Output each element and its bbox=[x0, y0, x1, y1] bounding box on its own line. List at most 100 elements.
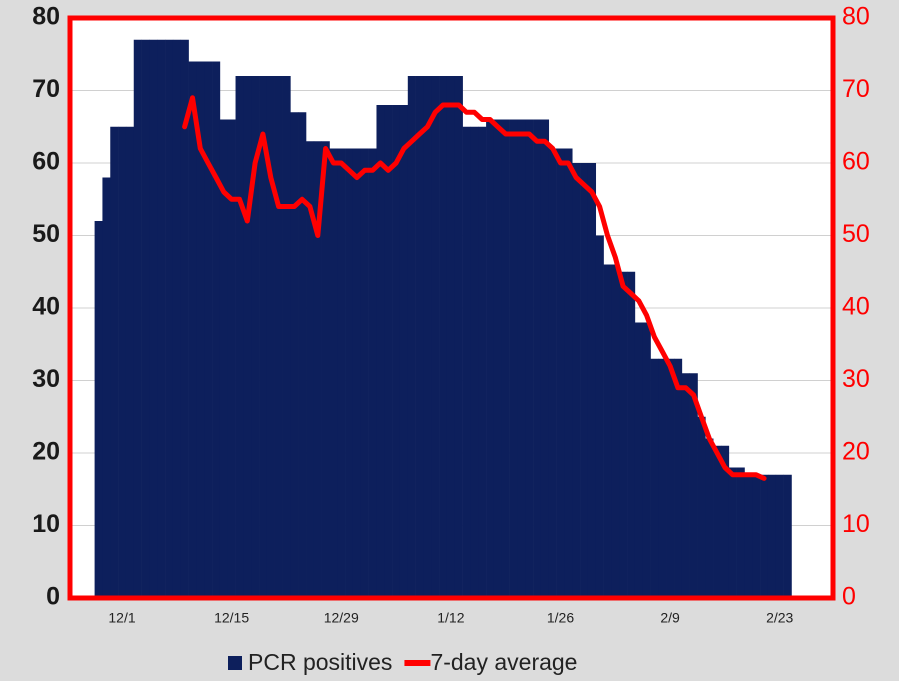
y-tick-label: 40 bbox=[32, 293, 60, 321]
bar bbox=[681, 373, 690, 598]
bar bbox=[243, 76, 252, 598]
bar bbox=[556, 148, 565, 598]
bar bbox=[352, 148, 362, 598]
bar bbox=[219, 119, 229, 598]
bar bbox=[392, 105, 401, 598]
bar bbox=[587, 163, 597, 598]
y-tick-label: 70 bbox=[32, 75, 60, 103]
bar bbox=[376, 105, 385, 598]
bar bbox=[525, 119, 534, 598]
bar bbox=[313, 141, 322, 598]
bar bbox=[196, 61, 205, 598]
legend-label: PCR positives bbox=[248, 649, 392, 675]
x-tick-label: 1/12 bbox=[437, 610, 464, 626]
y2-tick-label: 10 bbox=[842, 510, 870, 538]
bar bbox=[619, 271, 628, 598]
bar bbox=[141, 39, 150, 598]
y2-tick-label: 40 bbox=[842, 293, 870, 321]
bar bbox=[118, 126, 127, 598]
bar bbox=[415, 76, 424, 598]
bar bbox=[775, 474, 784, 598]
bar bbox=[204, 61, 213, 598]
bar bbox=[431, 76, 440, 598]
bar bbox=[290, 112, 299, 598]
bar bbox=[580, 163, 589, 598]
bar bbox=[634, 322, 643, 598]
bar bbox=[509, 119, 518, 598]
y-tick-label: 10 bbox=[32, 510, 60, 538]
legend: PCR positives 7-day average bbox=[228, 649, 577, 675]
bar bbox=[642, 322, 651, 598]
bar bbox=[110, 126, 119, 598]
bar bbox=[752, 474, 761, 598]
bar bbox=[337, 148, 346, 598]
bar bbox=[125, 126, 135, 598]
x-tick-label: 12/15 bbox=[214, 610, 249, 626]
bars bbox=[94, 39, 792, 598]
bar bbox=[94, 221, 103, 598]
bar bbox=[251, 76, 260, 598]
y2-tick-label: 60 bbox=[842, 148, 870, 176]
bar bbox=[227, 119, 236, 598]
bar bbox=[259, 76, 268, 598]
bar bbox=[212, 61, 221, 598]
y2-tick-label: 70 bbox=[842, 75, 870, 103]
bar bbox=[674, 358, 683, 598]
x-tick-label: 2/23 bbox=[766, 610, 793, 626]
bar bbox=[282, 76, 291, 598]
bar bbox=[478, 126, 487, 598]
lines bbox=[182, 95, 767, 481]
y-tick-label: 50 bbox=[32, 220, 60, 248]
bar bbox=[321, 141, 330, 598]
bar bbox=[760, 474, 769, 598]
y2-tick-label: 20 bbox=[842, 438, 870, 466]
bar bbox=[564, 148, 573, 598]
y-tick-label: 0 bbox=[46, 583, 60, 611]
legend-swatch bbox=[228, 656, 242, 670]
bar bbox=[329, 148, 338, 598]
bar bbox=[611, 264, 620, 598]
x-tick-label: 1/26 bbox=[547, 610, 574, 626]
bar bbox=[439, 76, 448, 598]
bar bbox=[595, 235, 604, 598]
bar bbox=[666, 358, 675, 598]
bar bbox=[368, 148, 377, 598]
bar bbox=[603, 264, 612, 598]
bar bbox=[713, 445, 722, 598]
bar bbox=[689, 373, 698, 598]
bar bbox=[462, 126, 471, 598]
y2-tick-label: 0 bbox=[842, 583, 856, 611]
bar bbox=[783, 474, 792, 598]
y-tick-label: 30 bbox=[32, 365, 60, 393]
bar bbox=[172, 39, 182, 598]
y2-tick-label: 50 bbox=[842, 220, 870, 248]
bar bbox=[399, 105, 409, 598]
bar bbox=[454, 76, 463, 598]
bar bbox=[501, 119, 510, 598]
labels: 0 10 20 30 40 50 60 70 80 0 10 20 30 40 50 60 70 80 12/1 12… bbox=[32, 3, 870, 626]
bar bbox=[721, 445, 730, 598]
average-line bbox=[182, 95, 767, 481]
bar bbox=[149, 39, 158, 598]
bar bbox=[102, 177, 111, 598]
bar bbox=[486, 119, 495, 598]
x-tick-label: 12/29 bbox=[324, 610, 359, 626]
bar bbox=[423, 76, 432, 598]
bar bbox=[180, 39, 189, 598]
bar bbox=[188, 61, 197, 598]
bar bbox=[360, 148, 369, 598]
y-tick-label: 60 bbox=[32, 148, 60, 176]
bar bbox=[446, 76, 456, 598]
bar bbox=[133, 39, 142, 598]
bar bbox=[705, 438, 714, 598]
bar bbox=[517, 119, 526, 598]
bar bbox=[744, 474, 753, 598]
y-tick-label: 80 bbox=[32, 3, 60, 31]
bar bbox=[266, 76, 275, 598]
bar bbox=[470, 126, 479, 598]
bar bbox=[572, 163, 581, 598]
bar bbox=[274, 76, 283, 598]
bar bbox=[407, 76, 416, 598]
bar bbox=[736, 467, 745, 598]
bar bbox=[728, 467, 737, 598]
